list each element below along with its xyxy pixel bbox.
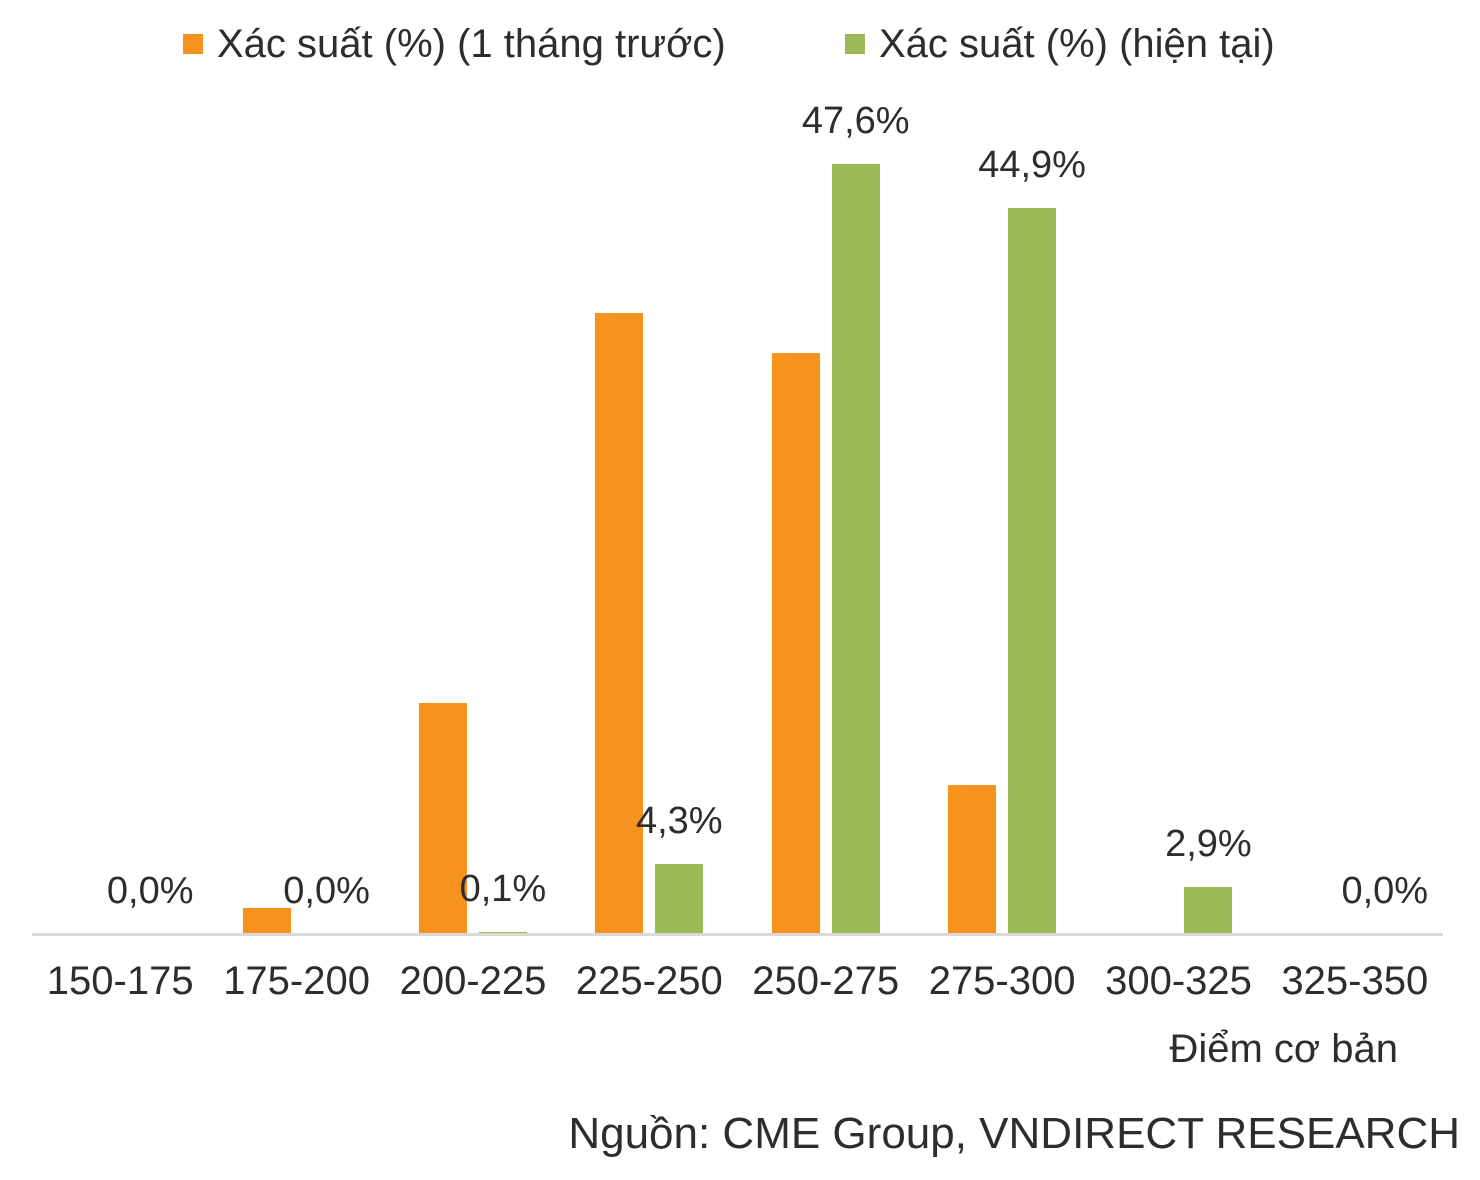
x-tick-275-300: 275-300 [928,959,1076,1003]
bar-current-250-275 [831,164,880,934]
bar-current-225-250 [655,864,704,934]
data-label-225-250: 4,3% [635,800,723,842]
x-axis-title: Điểm cơ bản [1169,1027,1398,1071]
data-label-275-300: 44,9% [978,144,1086,186]
legend-swatch-orange-icon [183,34,203,54]
bar-prev-month-175-200 [242,908,291,934]
legend-item-current: Xác suất (%) (hiện tại) [845,20,1275,68]
legend: Xác suất (%) (1 tháng trước) Xác suất (%… [0,20,1480,70]
legend-label-prev-month: Xác suất (%) (1 tháng trước) [217,22,726,66]
bar-prev-month-225-250 [595,313,644,934]
x-tick-175-200: 175-200 [223,959,370,1003]
bar-current-300-325 [1184,887,1233,934]
legend-item-prev-month: Xác suất (%) (1 tháng trước) [183,20,726,68]
x-tick-150-175: 150-175 [46,959,194,1003]
bar-prev-month-275-300 [948,785,997,934]
data-label-200-225: 0,1% [459,868,547,910]
data-label-250-275: 47,6% [801,100,910,142]
x-tick-225-250: 225-250 [575,959,723,1003]
x-tick-325-350: 325-350 [1281,959,1429,1003]
data-label-175-200: 0,0% [283,870,370,912]
data-label-325-350: 0,0% [1341,870,1429,912]
legend-swatch-green-icon [845,34,865,54]
x-tick-250-275: 250-275 [752,959,900,1003]
x-tick-300-325: 300-325 [1105,959,1252,1003]
data-label-300-325: 2,9% [1165,823,1252,865]
x-axis-line [32,933,1443,936]
bar-current-275-300 [1008,208,1057,934]
x-tick-200-225: 200-225 [399,959,547,1003]
data-label-150-175: 0,0% [106,870,194,912]
legend-label-current: Xác suất (%) (hiện tại) [879,22,1275,66]
bar-prev-month-250-275 [771,353,820,934]
source-note: Nguồn: CME Group, VNDIRECT RESEARCH [568,1109,1460,1158]
bar-prev-month-200-225 [418,703,467,934]
